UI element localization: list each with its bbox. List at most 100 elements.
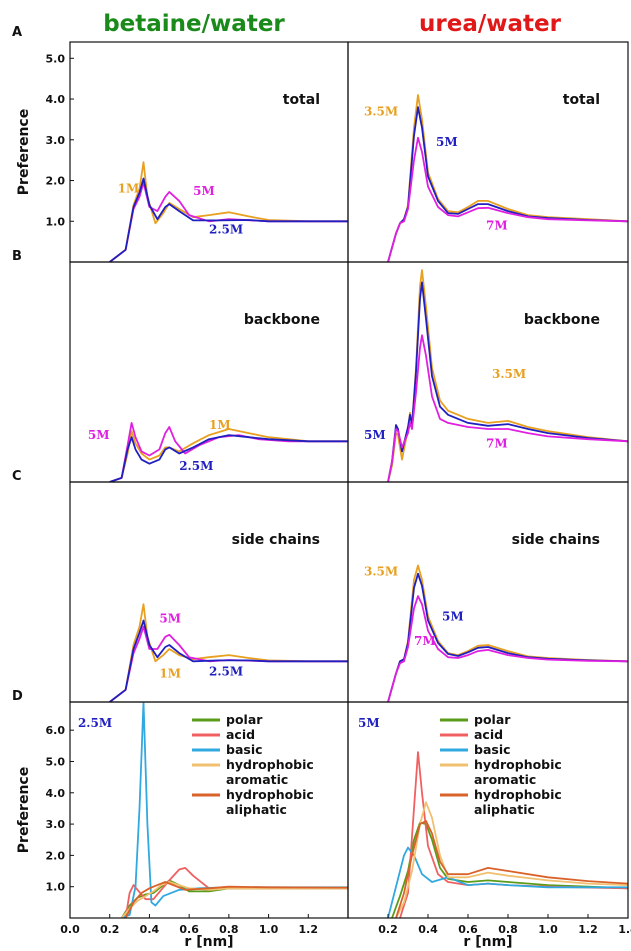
- series-line-hydrophobic-aliphatic: [395, 820, 628, 918]
- annotation-label: 1M: [159, 667, 181, 681]
- series-line-3.5m: [387, 94, 628, 262]
- annotation-label: 2.5M: [209, 222, 243, 236]
- annotation-label: 5M: [88, 428, 110, 442]
- series-line-hydrophobic-aromatic: [120, 881, 348, 918]
- legend-label: hydrophobic: [226, 787, 314, 802]
- y-tick-label: 6.0: [46, 724, 66, 737]
- panel-title: side chains: [512, 532, 600, 548]
- panel-frame: [69, 261, 349, 483]
- annotation-label: 7M: [414, 634, 436, 648]
- series-group: [387, 269, 628, 482]
- x-tick-label: 0.6: [458, 923, 478, 936]
- series-line-hydrophobic-aromatic: [395, 801, 628, 918]
- x-tick-label: 1.2: [578, 923, 598, 936]
- panel-C-urea: side chains 3.5M 5M 7M: [347, 481, 629, 703]
- legend-label: acid: [226, 727, 255, 742]
- series-line-2.5m: [109, 434, 348, 482]
- series-line-1m: [109, 603, 348, 702]
- annotation-label: 5M: [358, 716, 380, 730]
- legend-label: aromatic: [474, 772, 536, 787]
- x-tick-label: 0.6: [179, 923, 199, 936]
- legend-label: aliphatic: [226, 802, 287, 817]
- column-title-urea: urea/water: [419, 11, 562, 37]
- x-tick-label: 0.0: [60, 923, 80, 936]
- x-tick-label: 0.8: [219, 923, 239, 936]
- annotation-label: 5M: [193, 184, 215, 198]
- series-line-7m: [387, 595, 628, 702]
- annotation-label: 2.5M: [209, 665, 243, 679]
- y-tick-label: 1.0: [46, 215, 66, 228]
- legend-label: aromatic: [226, 772, 288, 787]
- legend-label: basic: [474, 742, 511, 757]
- y-tick-label: 4.0: [46, 787, 66, 800]
- annotation-label: 5M: [364, 428, 386, 442]
- series-line-2.5m: [109, 619, 348, 702]
- panel-D-urea: 0.2 0.4 0.6 0.8 1.0 1.2 1.4 r [nm] 5M polaracidba…: [347, 701, 631, 950]
- panel-title: backbone: [524, 312, 600, 328]
- x-tick-label: 1.2: [299, 923, 319, 936]
- series-line-3.5m: [387, 269, 628, 482]
- annotation-label: 5M: [442, 610, 464, 624]
- row-label: A: [12, 25, 22, 40]
- series-line-2.5m: [109, 177, 348, 262]
- legend-label: acid: [474, 727, 503, 742]
- legend-label: hydrophobic: [474, 757, 562, 772]
- row-label: C: [12, 469, 22, 484]
- panel-title: backbone: [244, 312, 320, 328]
- column-title-betaine: betaine/water: [103, 11, 285, 37]
- y-axis-label: Preference: [16, 109, 32, 195]
- x-tick-label: 1.4: [618, 923, 631, 936]
- panel-frame: [347, 481, 629, 703]
- annotation-label: 3.5M: [364, 104, 398, 118]
- series-line-7m: [387, 136, 628, 262]
- legend-label: basic: [226, 742, 263, 757]
- annotation-label: 1M: [209, 418, 231, 432]
- y-axis-label: Preference: [16, 767, 32, 853]
- annotation-label: 5M: [436, 135, 458, 149]
- x-tick-label: 1.0: [538, 923, 558, 936]
- series-line-acid: [124, 867, 348, 918]
- series-group: [387, 564, 628, 702]
- annotation-label: 7M: [486, 218, 508, 232]
- legend-label: polar: [474, 712, 511, 727]
- x-tick-label: 0.2: [100, 923, 120, 936]
- annotation-label: 5M: [159, 612, 181, 626]
- annotation-label: 7M: [486, 436, 508, 450]
- panel-title: total: [283, 92, 320, 108]
- y-tick-label: 3.0: [46, 818, 66, 831]
- x-tick-label: 0.4: [140, 923, 160, 936]
- x-axis-label: r [nm]: [184, 934, 233, 950]
- annotation-label: 1M: [118, 182, 140, 196]
- series-line-1m: [109, 161, 348, 262]
- legend-label: polar: [226, 712, 263, 727]
- panel-D-betaine: 1.0 2.0 3.0 4.0 5.0 6.0 Preference 0.0 0.2 0.4 0.6…: [12, 689, 349, 950]
- row-label: D: [12, 689, 23, 704]
- annotation-label: 3.5M: [492, 367, 526, 381]
- panel-title: side chains: [232, 532, 320, 548]
- series-line-basic: [387, 846, 628, 918]
- series-line-hydrophobic-aliphatic: [124, 881, 348, 918]
- y-tick-label: 5.0: [46, 755, 66, 768]
- y-tick-label: 3.0: [46, 134, 66, 147]
- x-tick-label: 1.0: [259, 923, 279, 936]
- y-tick-label: 2.0: [46, 175, 66, 188]
- series-group: [109, 603, 348, 702]
- y-tick-label: 4.0: [46, 93, 66, 106]
- row-label: B: [12, 249, 22, 264]
- x-axis-label: r [nm]: [463, 934, 512, 950]
- x-tick-label: 0.8: [498, 923, 518, 936]
- legend-label: hydrophobic: [226, 757, 314, 772]
- legend-label: hydrophobic: [474, 787, 562, 802]
- series-group: [387, 751, 628, 918]
- series-group: [387, 94, 628, 262]
- panel-B-urea: backbone 3.5M 5M 7M: [347, 261, 629, 483]
- series-group: [120, 702, 348, 918]
- series-line-7m: [387, 334, 628, 482]
- annotation-label: 2.5M: [179, 459, 213, 473]
- y-tick-label: 1.0: [46, 881, 66, 894]
